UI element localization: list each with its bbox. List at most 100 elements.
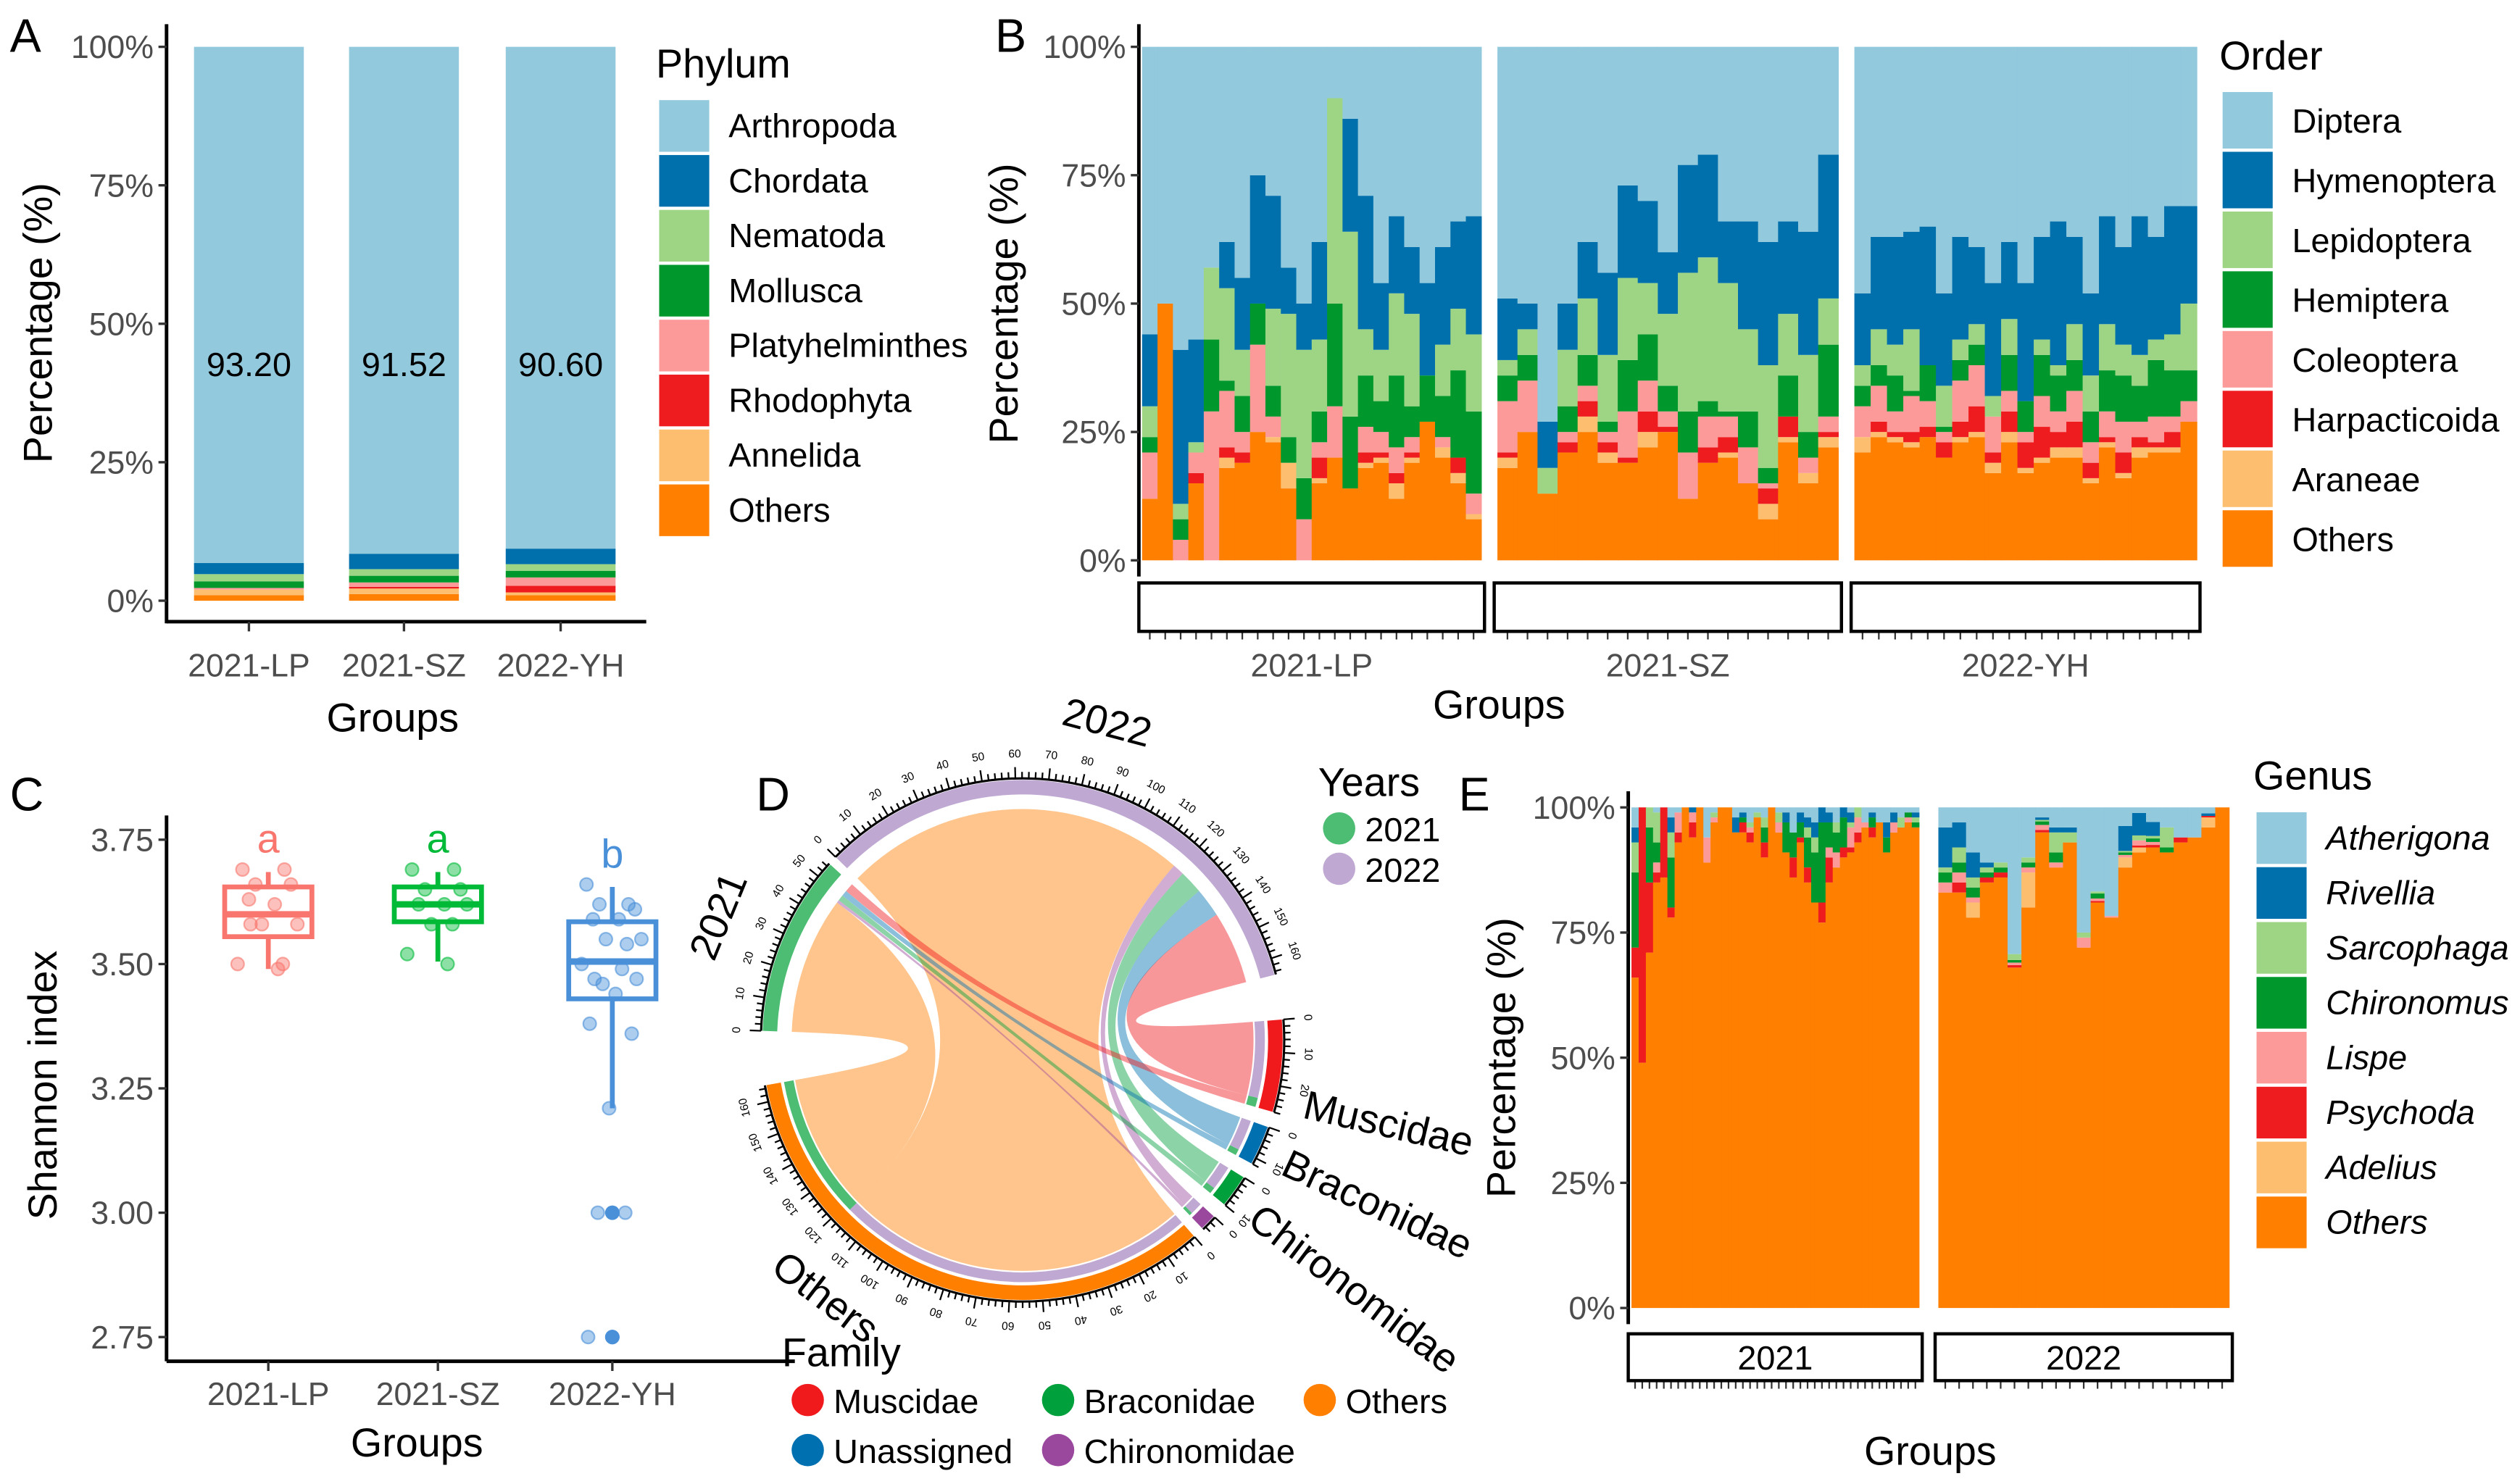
bar-segment — [1804, 817, 1812, 828]
axis-tick — [1131, 796, 1136, 804]
bar-segment — [1434, 457, 1451, 561]
data-point — [459, 897, 475, 912]
bar-segment — [1724, 807, 1733, 1309]
legend-swatch — [2256, 1032, 2307, 1084]
bar-segment — [1861, 807, 1869, 822]
bar-segment — [1638, 1062, 1647, 1309]
stacked-bar — [1188, 46, 1205, 561]
stacked-bar — [1938, 807, 1953, 1309]
stacked-bar — [1434, 46, 1451, 561]
stacked-bar — [1797, 807, 1805, 1309]
bar-segment-nematoda — [349, 569, 459, 576]
bar-segment — [1296, 349, 1313, 478]
stacked-bar — [1804, 807, 1812, 1309]
bar-segment — [2017, 432, 2034, 443]
bar-segment — [1173, 349, 1189, 504]
bar-segment — [1689, 822, 1697, 838]
bar-segment — [1678, 499, 1699, 561]
axis-tick — [1271, 954, 1283, 959]
legend-swatch — [659, 429, 710, 482]
bar-segment — [1404, 406, 1421, 438]
axis-tick — [1155, 809, 1160, 816]
bar-segment — [1357, 467, 1374, 561]
chord-end-band — [1230, 1117, 1251, 1150]
bar-segment — [1758, 504, 1779, 520]
facet-strip — [1849, 581, 2202, 633]
axis-tick — [1261, 930, 1268, 935]
bar-segment — [2076, 937, 2092, 948]
axis-tick-label: 60 — [1008, 748, 1021, 760]
bar-segment — [1818, 447, 1839, 561]
bar-segment — [1652, 842, 1661, 863]
data-point — [445, 917, 460, 932]
bar-segment — [1311, 411, 1328, 443]
data-point — [290, 917, 305, 932]
stacked-bar — [1782, 807, 1790, 1309]
axis-tick-label: 150 — [1271, 906, 1291, 928]
panel-letter: E — [1459, 769, 1490, 821]
bar-segment — [1296, 303, 1313, 350]
bar-segment — [1674, 812, 1683, 833]
bar-segment — [1797, 807, 1805, 813]
axis-tick — [928, 1284, 932, 1291]
chord-end-band — [1183, 1206, 1192, 1216]
bar-segment — [2007, 964, 2022, 968]
bar-segment — [1667, 832, 1676, 858]
bar-segment — [2164, 370, 2182, 417]
bar-segment — [1952, 807, 1967, 822]
axis-tick — [915, 1279, 920, 1286]
stacked-bar — [1876, 807, 1884, 1309]
bar-segment — [2201, 817, 2216, 828]
bar-segment — [1652, 812, 1661, 843]
bar-segment — [1357, 427, 1374, 453]
boxplot-2022-YH: b — [566, 831, 659, 1345]
stacked-bar — [1637, 46, 1659, 561]
bar-segment — [1157, 303, 1174, 561]
bar-segment — [1652, 882, 1661, 1309]
legend-title: Genus — [2253, 754, 2372, 799]
bar-segment — [1577, 241, 1599, 299]
axis-tick — [783, 1157, 790, 1162]
axis-tick — [1214, 1217, 1224, 1226]
bar-segment — [2104, 916, 2119, 918]
bar-segment — [2147, 447, 2165, 453]
bar-segment — [1517, 432, 1539, 561]
legend-item: Hemiptera — [2222, 271, 2449, 328]
bar-segment — [1847, 807, 1855, 813]
bar-segment — [1789, 832, 1797, 858]
legend-swatch — [2256, 922, 2307, 974]
bar-segment — [1517, 380, 1539, 433]
axis-tick — [767, 1120, 775, 1124]
bar-segment — [1938, 882, 1953, 893]
sector-axis — [834, 777, 1277, 975]
facet-2022-YH: 2022-YH — [1849, 46, 2202, 684]
bar-segment — [1890, 832, 1898, 1309]
bar-segment — [1903, 396, 1921, 433]
bar-segment — [1497, 452, 1518, 458]
axis-tick — [1283, 1017, 1295, 1020]
axis-tick — [973, 1297, 977, 1309]
bar-segment — [1558, 46, 1579, 304]
axis-tick — [884, 1264, 889, 1271]
data-point — [590, 1205, 605, 1220]
legend-title: Order — [2219, 33, 2322, 78]
axis-tick — [1189, 1241, 1194, 1247]
bar-segment-annelida — [349, 588, 459, 594]
bar-segment — [1637, 411, 1659, 433]
data-point — [453, 882, 468, 897]
bar-segment — [1968, 364, 1986, 407]
data-point — [574, 956, 589, 972]
stacked-bar — [2063, 807, 2078, 1309]
axis-tick-label: 140 — [761, 1164, 781, 1187]
stacked-bar — [1234, 46, 1251, 561]
bar-segment — [2160, 847, 2174, 853]
data-point — [235, 862, 250, 878]
bar-segment — [2180, 370, 2197, 401]
bar-segment — [1861, 827, 1869, 1309]
axis-tick — [759, 988, 766, 992]
legend-swatch — [659, 375, 710, 427]
bar-segment — [1897, 827, 1905, 1309]
bar-segment — [2076, 807, 2092, 933]
axis-tick — [780, 1151, 787, 1156]
axis-tick — [1173, 1253, 1178, 1259]
